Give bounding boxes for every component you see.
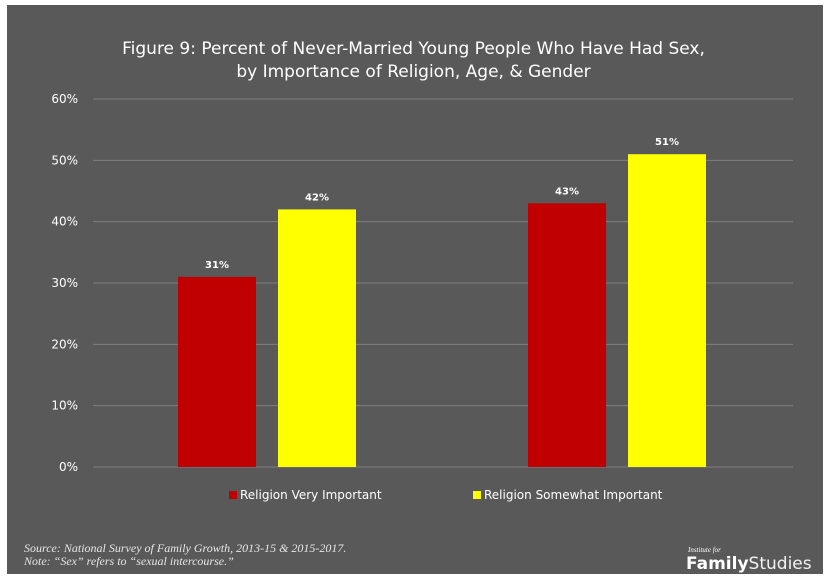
bar — [178, 276, 256, 467]
y-tick-label: 40% — [51, 215, 78, 229]
y-tick-label: 0% — [59, 460, 78, 474]
y-tick-label: 20% — [51, 337, 78, 351]
data-label: 43% — [555, 186, 579, 197]
legend-swatch — [229, 491, 237, 499]
brand-logo-rest: Studies — [748, 554, 812, 574]
data-label: 51% — [655, 137, 679, 148]
y-tick-label: 50% — [51, 153, 78, 167]
y-tick-label: 60% — [51, 92, 78, 106]
legend-label: Religion Somewhat Important — [484, 488, 663, 502]
chart-title-line-1: Figure 9: Percent of Never-Married Young… — [122, 39, 705, 59]
bar — [528, 203, 606, 467]
data-label: 31% — [205, 260, 229, 271]
brand-logo-bold: Family — [686, 554, 749, 574]
bar — [278, 209, 356, 467]
bar — [628, 154, 706, 467]
legend-label: Religion Very Important — [240, 488, 382, 502]
brand-logo: Institute for FamilyStudies — [686, 546, 816, 574]
footnote-source: Source: National Survey of Family Growth… — [24, 541, 347, 555]
data-label: 42% — [305, 192, 329, 203]
footnote: Source: National Survey of Family Growth… — [24, 542, 346, 568]
brand-logo-small: Institute for — [688, 546, 721, 554]
chart-title: Figure 9: Percent of Never-Married Young… — [0, 38, 827, 84]
y-tick-label: 10% — [51, 399, 78, 413]
y-tick-label: 30% — [51, 276, 78, 290]
chart-title-line-2: by Importance of Religion, Age, & Gender — [236, 62, 591, 82]
legend-swatch — [473, 491, 481, 499]
footnote-note: Note: “Sex” refers to “sexual intercours… — [24, 554, 234, 568]
brand-logo-main: FamilyStudies — [686, 554, 816, 574]
